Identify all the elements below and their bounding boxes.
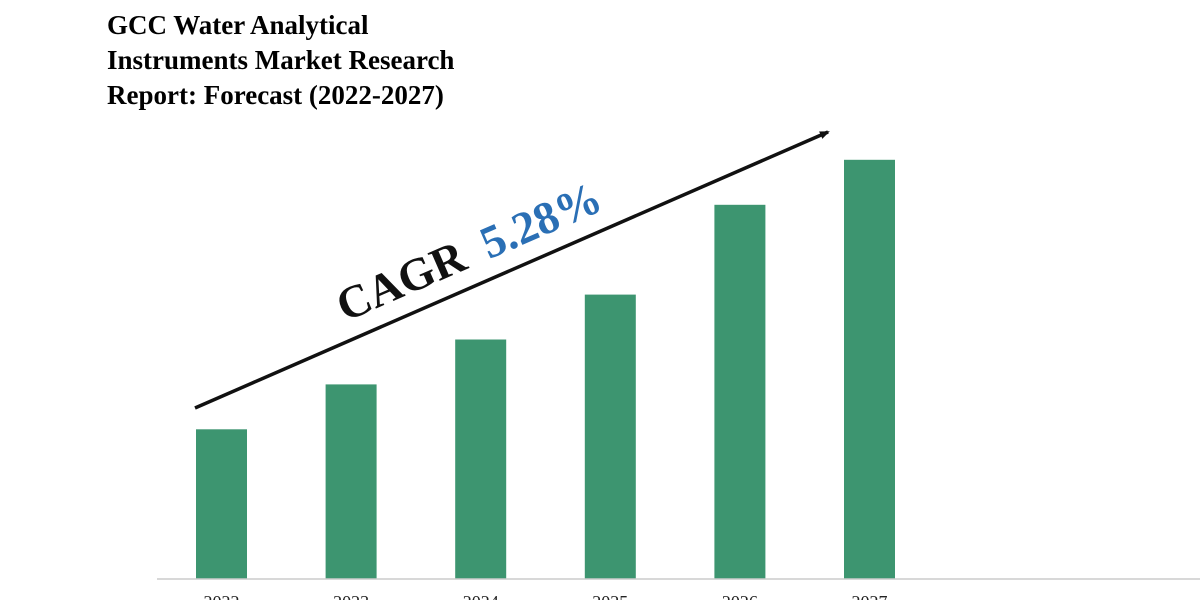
bar-2025 xyxy=(584,294,636,579)
cagr-trend-arrow xyxy=(194,130,830,410)
bar-2022 xyxy=(196,429,247,579)
x-tick-label: 2026 xyxy=(722,592,758,600)
x-tick-labels: 2022 2023 2024 2025 2026 2027 xyxy=(204,592,888,600)
chart-title: GCC Water Analytical Instruments Market … xyxy=(107,10,455,110)
x-tick-label: 2025 xyxy=(592,592,628,600)
x-tick-label: 2023 xyxy=(333,592,369,600)
cagr-value: 5.28% xyxy=(473,171,609,268)
x-tick-label: 2022 xyxy=(204,592,240,600)
bar-2023 xyxy=(325,384,377,579)
bars-group xyxy=(196,159,895,580)
bar-2027 xyxy=(844,159,895,580)
x-tick-label: 2024 xyxy=(463,592,499,600)
bar-2024 xyxy=(455,339,507,579)
x-tick-label: 2027 xyxy=(852,592,888,600)
bar-2026 xyxy=(714,204,766,580)
cagr-label: CAGR xyxy=(329,230,474,331)
cagr-annotation: CAGR 5.28% xyxy=(329,171,609,331)
